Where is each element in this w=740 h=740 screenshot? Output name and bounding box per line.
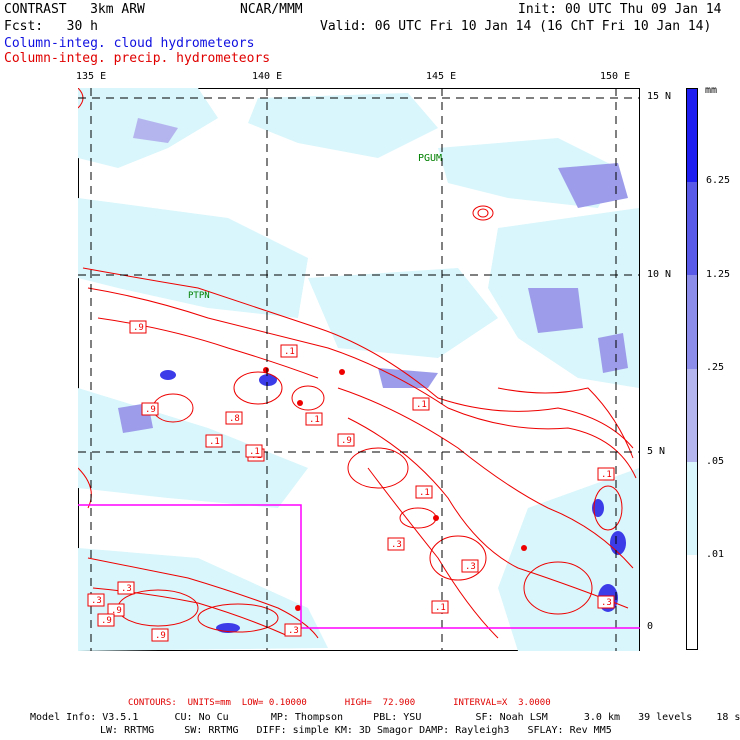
contour-label: .1	[280, 344, 298, 358]
colorbar-swatch	[687, 555, 697, 649]
contour-label: .9	[141, 402, 159, 416]
svg-text:.3: .3	[288, 626, 299, 636]
contour-label: .9	[97, 613, 115, 627]
contour-label: .9	[151, 628, 169, 642]
svg-text:.1: .1	[249, 447, 260, 457]
cloud-shading-core	[160, 370, 626, 633]
svg-text:.3: .3	[601, 598, 612, 608]
contour-label: .1	[431, 600, 449, 614]
svg-text:.3: .3	[465, 562, 476, 572]
colorbar-label: .25	[706, 362, 725, 373]
colorbar-swatch	[687, 89, 697, 182]
field-cloud-title: Column-integ. cloud hydrometeors	[4, 36, 255, 51]
contour-label: .9	[129, 320, 147, 334]
contour-label: .3	[387, 537, 405, 551]
contour-label: .9	[107, 603, 125, 617]
svg-text:.1: .1	[601, 470, 612, 480]
lat-tick-label: 5 N	[647, 446, 666, 457]
contour-label: .3	[284, 623, 302, 637]
valid-time: Valid: 06 UTC Fri 10 Jan 14 (16 ChT Fri …	[320, 19, 712, 34]
svg-text:.3: .3	[391, 540, 402, 550]
svg-text:.1: .1	[435, 603, 446, 613]
contour-label: .9	[337, 433, 355, 447]
contour-label: .1	[597, 467, 615, 481]
colorbar-swatch	[687, 182, 697, 275]
model-info-line1: Model Info: V3.5.1 CU: No Cu MP: Thompso…	[30, 712, 740, 723]
model-title: CONTRAST 3km ARW	[4, 2, 145, 17]
colorbar-label: .05	[706, 456, 725, 467]
contour-label: .1	[412, 397, 430, 411]
svg-text:.9: .9	[341, 436, 352, 446]
forecast-hour: Fcst: 30 h	[4, 19, 98, 34]
svg-text:.9: .9	[111, 606, 122, 616]
lon-tick-label: 150 E	[600, 71, 631, 82]
lat-lon-grid	[78, 88, 640, 651]
lat-tick-label: 15 N	[647, 91, 672, 102]
inner-domain-box	[78, 504, 640, 629]
contour-label: .1	[305, 412, 323, 426]
svg-text:.1: .1	[284, 347, 295, 357]
contour-label: .3	[461, 559, 479, 573]
svg-text:.9: .9	[101, 616, 112, 626]
svg-text:.1: .1	[416, 400, 427, 410]
lon-tick-label: 145 E	[426, 71, 457, 82]
svg-text:.9: .9	[145, 405, 156, 415]
contour-label: .3	[597, 595, 615, 609]
cloud-shading-dense	[118, 163, 628, 433]
colorbar-label: 1.25	[706, 269, 731, 280]
contour-label: .3	[117, 581, 135, 595]
contour-info: CONTOURS: UNITS=mm LOW= 0.10000 HIGH= 72…	[128, 698, 551, 708]
svg-text:.1: .1	[309, 415, 320, 425]
lon-tick-label: 140 E	[252, 71, 283, 82]
svg-text:.9: .9	[155, 631, 166, 641]
colorbar-unit: mm	[705, 85, 718, 96]
colorbar-label: .01	[706, 549, 725, 560]
svg-text:.3: .3	[121, 584, 132, 594]
contour-label: .1	[205, 434, 223, 448]
svg-text:.9: .9	[133, 323, 144, 333]
station-label: PGUM	[418, 153, 442, 164]
map-plot: PGUM PTPN .9 .1 .9 .8 .1 .1 .1 .1 .9 .1 …	[78, 88, 640, 651]
colorbar-swatch	[687, 369, 697, 462]
colorbar-label: 6.25	[706, 175, 731, 186]
station-label: PTPN	[188, 291, 210, 301]
contour-labels: .9 .1 .9 .8 .1 .1 .1 .1 .9 .1 .3 .3 .3 .…	[87, 320, 615, 642]
contour-label: .1	[245, 444, 263, 458]
colorbar-swatch	[687, 275, 697, 369]
init-time: Init: 00 UTC Thu 09 Jan 14	[518, 2, 722, 17]
organization: NCAR/MMM	[240, 2, 303, 17]
svg-text:.1: .1	[419, 488, 430, 498]
model-info-line2: LW: RRTMG SW: RRTMG DIFF: simple KM: 3D …	[100, 725, 612, 736]
colorbar-swatch	[687, 462, 697, 555]
colorbar	[686, 88, 698, 650]
contour-label: .3	[87, 593, 105, 607]
field-precip-title: Column-integ. precip. hydrometeors	[4, 51, 271, 66]
svg-text:.3: .3	[91, 596, 102, 606]
contour-label: .1	[415, 485, 433, 499]
lat-tick-label: 0	[647, 621, 654, 632]
lon-tick-label: 135 E	[76, 71, 107, 82]
svg-text:.8: .8	[229, 414, 240, 424]
contour-label: .8	[225, 411, 243, 425]
svg-text:.1: .1	[209, 437, 220, 447]
lat-tick-label: 10 N	[647, 269, 672, 280]
